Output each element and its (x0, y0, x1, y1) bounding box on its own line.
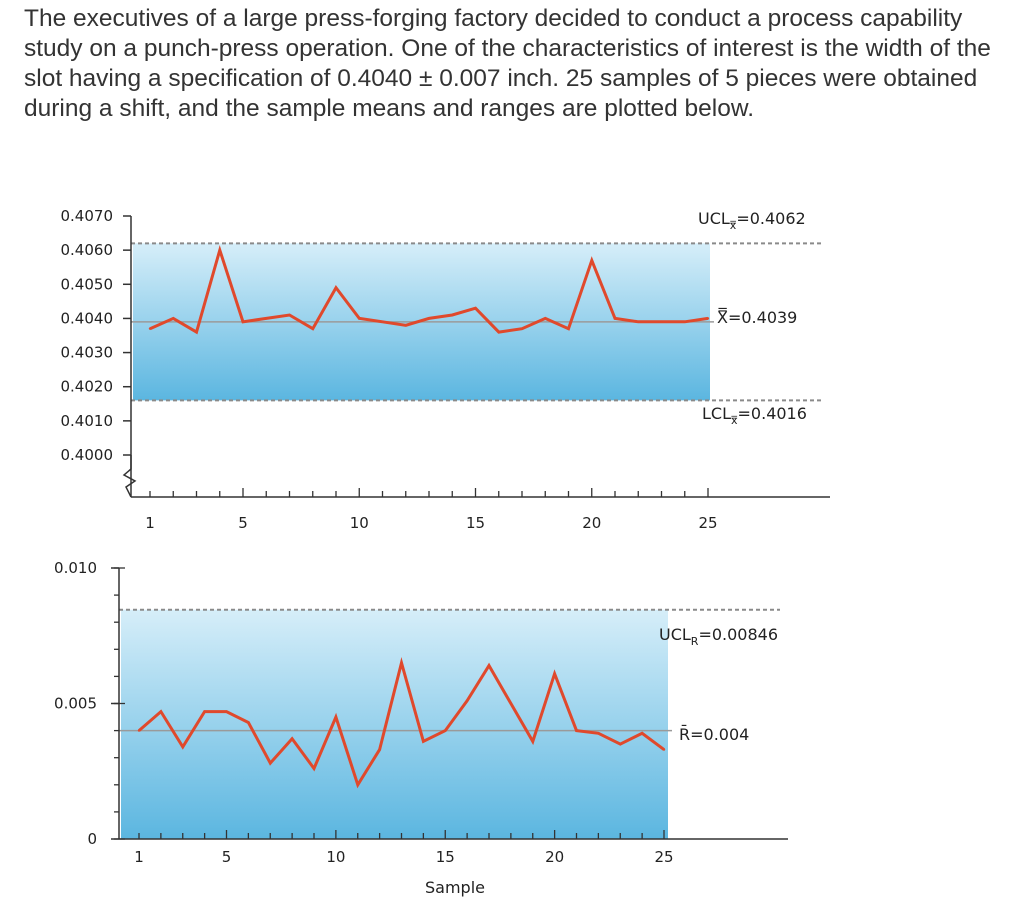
r-data-point (662, 748, 666, 751)
r-data-point (290, 737, 294, 740)
xbar-data-point (265, 317, 268, 320)
xbar-ucl-label: UCLx̿=0.4062 (698, 209, 806, 232)
r-data-point (531, 740, 534, 743)
xbar-data-point (148, 327, 152, 330)
r-data-point (400, 661, 403, 665)
xbar-data-point (311, 327, 314, 330)
r-data-point (509, 702, 513, 705)
xbar-lcl-value: =0.4016 (738, 404, 807, 423)
r-data-point (225, 710, 228, 713)
r-data-point (203, 710, 206, 713)
r-data-point (640, 732, 644, 735)
xbar-x-tick-label: 15 (466, 514, 485, 532)
xbar-data-point (451, 313, 454, 317)
r-x-tick-label: 1 (134, 848, 144, 866)
r-y-tick-label: 0 (87, 830, 97, 848)
r-data-point (422, 740, 425, 743)
xbar-data-point (172, 317, 175, 320)
xbar-data-point (590, 259, 593, 262)
xbar-data-point (381, 320, 384, 324)
r-x-tick-label: 25 (654, 848, 673, 866)
r-y-tick-label: 0.005 (54, 695, 97, 713)
xbar-y-tick-label: 0.4040 (61, 309, 114, 327)
r-data-point (137, 729, 141, 732)
xbar-data-point (358, 317, 361, 320)
r-data-point (597, 732, 600, 735)
r-x-tick-label: 20 (545, 848, 564, 866)
r-y-tick-label: 0.010 (54, 559, 97, 577)
r-data-point (181, 745, 184, 749)
problem-statement: The executives of a large press-forging … (24, 5, 991, 122)
xbar-data-point (218, 248, 221, 252)
xbar-data-point (660, 320, 663, 324)
r-data-point (159, 710, 163, 713)
xbar-data-point (427, 317, 431, 320)
r-x-axis: 1 5 10 15 20 25 (119, 830, 788, 866)
xbar-y-tick-label: 0.4050 (61, 275, 114, 293)
xbar-y-tick-label: 0.4060 (61, 241, 114, 259)
xbar-lcl-label: LCLx̿=0.4016 (702, 404, 807, 427)
xbar-x-tick-label: 25 (698, 514, 717, 532)
xbar-y-tick-label: 0.4030 (61, 344, 114, 362)
r-data-point (269, 761, 272, 765)
xbar-x-tick-label: 1 (145, 514, 155, 532)
xbar-x-tick-label: 5 (238, 514, 248, 532)
xbar-data-point (520, 327, 524, 330)
r-data-point (356, 783, 359, 786)
r-ucl-label: UCLR=0.00846 (659, 625, 778, 648)
xbar-data-point (195, 330, 198, 334)
xbar-data-point (334, 286, 338, 289)
r-data-point (575, 729, 578, 732)
xbar-data-point (497, 330, 500, 334)
xbar-data-point (241, 320, 245, 324)
xbar-data-point (637, 320, 640, 324)
xbar-y-axis: 0.4070 0.4060 0.4050 0.4040 0.4030 0.4020 0.40… (61, 207, 132, 497)
r-control-band (121, 609, 668, 839)
xbar-data-point (404, 324, 407, 327)
r-x-tick-label: 15 (436, 848, 455, 866)
r-data-point (312, 767, 316, 770)
xbar-x-tick-label: 20 (582, 514, 601, 532)
xbar-y-tick-label: 0.4070 (61, 207, 114, 225)
r-y-axis: 0.010 0.005 0 (54, 559, 125, 848)
r-data-point (247, 721, 250, 724)
xbar-chart: 0.4070 0.4060 0.4050 0.4040 0.4030 0.4020 0.40… (61, 207, 830, 532)
r-data-point (378, 748, 381, 751)
xbar-data-point (613, 317, 617, 320)
xbar-y-tick-label: 0.4020 (61, 378, 114, 396)
r-center-label: R̄=0.004 (679, 725, 749, 744)
xbar-data-point (474, 306, 477, 310)
r-x-axis-label: Sample (425, 878, 485, 897)
r-data-point (444, 729, 447, 732)
xbar-x-tick-label: 10 (350, 514, 369, 532)
xbar-data-point (544, 317, 547, 320)
r-data-point (334, 715, 338, 719)
r-data-point (619, 742, 622, 746)
xbar-y-tick-label: 0.4000 (61, 446, 114, 464)
xbar-x-axis: 1 5 10 15 20 25 (122, 455, 830, 532)
r-data-point (465, 699, 469, 702)
r-x-tick-label: 5 (222, 848, 232, 866)
xbar-data-point (567, 327, 570, 330)
xbar-axis-break (122, 455, 137, 498)
r-ucl-value: =0.00846 (698, 625, 778, 644)
xbar-data-point (683, 320, 686, 324)
xbar-ucl-value: =0.4062 (736, 209, 805, 228)
r-x-tick-label: 10 (326, 848, 345, 866)
xbar-data-point (706, 317, 710, 320)
r-data-point (553, 672, 556, 675)
xbar-data-point (288, 313, 291, 317)
xbar-y-tick-label: 0.4010 (61, 412, 114, 430)
xbar-center-label: X̿=0.4039 (717, 307, 797, 327)
r-data-point (487, 664, 491, 667)
